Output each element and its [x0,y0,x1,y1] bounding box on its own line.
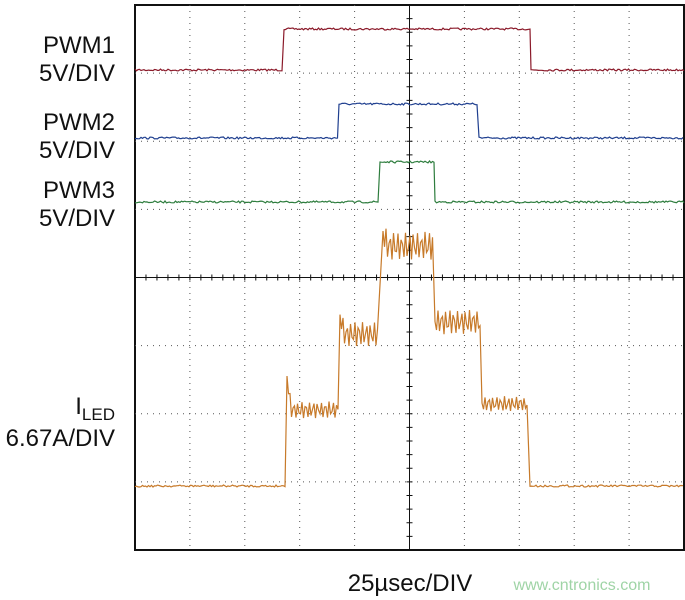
trace-name-main: I [75,393,82,420]
trace-scale: 5V/DIV [39,60,115,87]
watermark: www.cntronics.com [513,577,651,594]
waveform [134,228,684,488]
trace-name: ILED [75,393,115,424]
trace-name: PWM3 [43,177,115,204]
trace-scale: 5V/DIV [39,205,115,232]
waveform [134,160,685,204]
trace-scale: 6.67A/DIV [6,425,115,452]
traces [134,27,685,488]
waveform [134,27,685,72]
trace-scale: 5V/DIV [39,137,115,164]
trace-name-subscript: LED [82,405,115,424]
grid [134,4,684,551]
waveform [134,102,684,140]
trace-name: PWM1 [43,32,115,59]
time-scale: 25µsec/DIV [348,570,473,597]
trace-name: PWM2 [43,109,115,136]
